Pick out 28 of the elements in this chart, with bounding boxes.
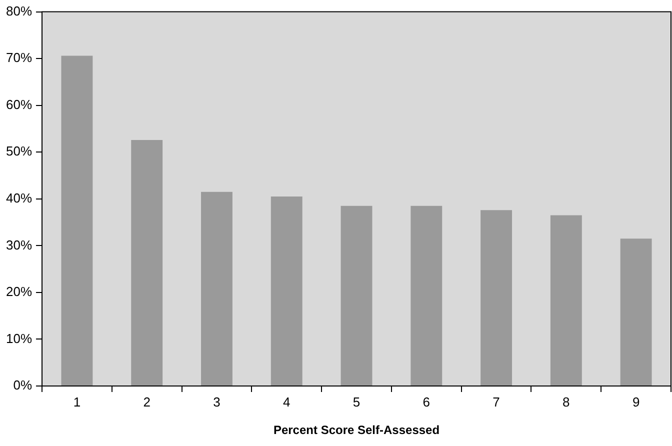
y-tick-label: 30% — [6, 237, 32, 252]
x-tick-label: 3 — [213, 394, 220, 410]
y-tick-label: 50% — [6, 144, 32, 159]
y-tick-label: 70% — [6, 50, 32, 66]
x-tick-label: 4 — [283, 394, 290, 410]
bar — [620, 238, 652, 386]
bar — [201, 192, 232, 386]
x-tick-label: 1 — [73, 394, 81, 410]
x-tick-label: 2 — [143, 394, 150, 410]
x-axis-title: Percent Score Self-Assessed — [273, 423, 440, 438]
x-tick-label: 8 — [562, 394, 570, 410]
x-tick-label: 9 — [632, 394, 640, 410]
y-tick-label: 60% — [6, 96, 32, 112]
bar — [61, 56, 93, 386]
bar — [340, 206, 372, 386]
bar — [410, 206, 442, 386]
bar — [480, 210, 512, 386]
y-tick-label: 10% — [6, 330, 32, 346]
x-tick-label: 6 — [422, 394, 430, 410]
y-tick-label: 20% — [6, 284, 32, 300]
y-tick-label: 40% — [6, 190, 32, 206]
x-tick-label: 5 — [352, 394, 360, 410]
bar — [550, 215, 582, 386]
x-tick-label: 7 — [492, 394, 500, 410]
bar — [270, 196, 302, 386]
y-tick-label: 80% — [6, 3, 32, 18]
bar — [131, 140, 163, 386]
y-tick-label: 0% — [13, 378, 32, 393]
